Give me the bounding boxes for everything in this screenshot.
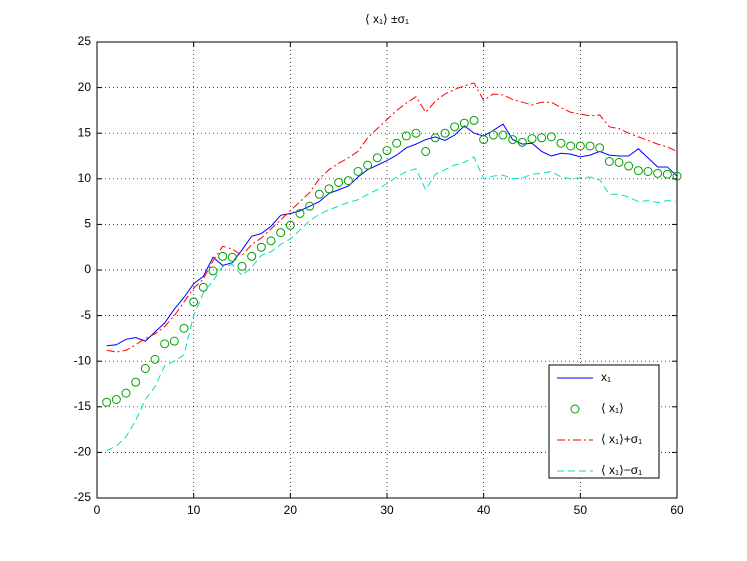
plot-frame (96, 41, 678, 499)
marker (546, 132, 556, 142)
y-tick-label: -20 (74, 445, 92, 459)
marker (537, 133, 547, 143)
marker (382, 146, 392, 156)
marker (614, 157, 624, 167)
marker (102, 397, 112, 407)
marker (169, 336, 179, 346)
legend: x₁ ⟨ x₁⟩ ⟨ x₁⟩+σ₁ ⟨ x₁⟩−σ₁ (548, 364, 660, 479)
y-tick-label: 0 (84, 262, 91, 276)
x-tick-label: 50 (574, 503, 588, 517)
marker (140, 363, 150, 373)
legend-label: ⟨ x₁⟩+σ₁ (601, 432, 642, 446)
marker (479, 135, 489, 145)
legend-label: ⟨ x₁⟩−σ₁ (601, 463, 642, 477)
marker (295, 208, 305, 218)
marker (392, 138, 402, 148)
y-tick-label: 5 (84, 217, 91, 231)
legend-label: x₁ (601, 370, 611, 384)
series-line (106, 82, 678, 353)
marker (624, 161, 634, 171)
marker (401, 131, 411, 141)
marker (314, 189, 324, 199)
legend-label: ⟨ x₁⟩ (601, 401, 624, 415)
x-tick-label: 10 (187, 503, 201, 517)
marker (160, 339, 170, 349)
marker (508, 135, 518, 145)
marker (459, 118, 469, 128)
legend-box (548, 364, 660, 479)
marker (585, 141, 595, 151)
marker (256, 242, 266, 252)
marker (208, 266, 218, 276)
marker (604, 156, 614, 166)
marker (575, 141, 585, 151)
marker (305, 201, 315, 211)
marker (266, 236, 276, 246)
y-tick-label: 20 (78, 80, 92, 94)
marker (353, 167, 363, 177)
marker (566, 141, 576, 151)
marker (334, 177, 344, 187)
y-tick-label: -10 (74, 353, 92, 367)
marker (643, 167, 653, 177)
marker (150, 354, 160, 364)
series-line (106, 156, 678, 452)
marker (556, 138, 566, 148)
marker (179, 323, 189, 333)
marker (488, 130, 498, 140)
marker (121, 388, 131, 398)
y-tick-label: 10 (78, 171, 92, 185)
marker (421, 146, 431, 156)
x-tick-label: 30 (380, 503, 394, 517)
marker (672, 171, 682, 181)
legend-marker (570, 404, 580, 414)
x-tick-label: 60 (670, 503, 684, 517)
marker (218, 251, 228, 261)
marker (450, 122, 460, 132)
marker (662, 169, 672, 179)
x-tick-label: 40 (477, 503, 491, 517)
marker (324, 184, 334, 194)
series-line (106, 123, 678, 347)
marker (237, 261, 247, 271)
marker (285, 220, 295, 230)
marker (430, 133, 440, 143)
marker (469, 115, 479, 125)
marker (247, 251, 257, 261)
y-tick-label: -25 (74, 490, 92, 504)
marker (411, 128, 421, 138)
marker (131, 377, 141, 387)
x-tick-label: 20 (284, 503, 298, 517)
marker (227, 252, 237, 262)
marker (276, 228, 286, 238)
marker (517, 137, 527, 147)
y-tick-label: 15 (78, 125, 92, 139)
marker (653, 168, 663, 178)
marker (633, 166, 643, 176)
x-tick-label: 0 (94, 503, 101, 517)
marker (527, 134, 537, 144)
marker (363, 160, 373, 170)
y-tick-label: -5 (80, 308, 91, 322)
marker (440, 128, 450, 138)
marker (343, 176, 353, 186)
chart-title: ⟨ x₁⟩ ±σ₁ (365, 12, 409, 26)
y-tick-label: -15 (74, 399, 92, 413)
marker (372, 153, 382, 163)
y-tick-label: 25 (78, 34, 92, 48)
marker (189, 297, 199, 307)
marker (595, 143, 605, 153)
marker (111, 395, 121, 405)
marker (498, 130, 508, 140)
